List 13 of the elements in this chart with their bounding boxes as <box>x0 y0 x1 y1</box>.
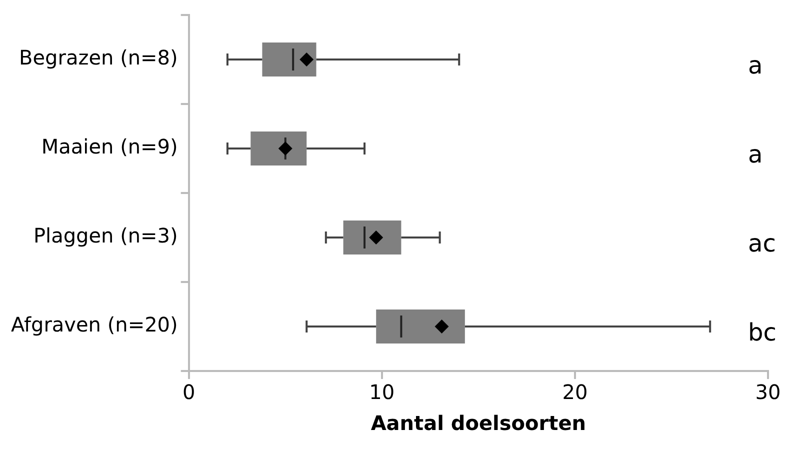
x-tick-label: 20 <box>562 380 588 404</box>
annotation: a <box>748 52 763 80</box>
y-tick-label: Afgraven (n=20) <box>10 312 178 337</box>
x-tick-label: 30 <box>755 380 781 404</box>
x-axis-title: Aantal doelsoorten <box>370 411 586 436</box>
x-tick-label: 10 <box>369 380 395 404</box>
y-tick-label: Maaien (n=9) <box>41 134 178 159</box>
y-tick-label: Begrazen (n=8) <box>19 46 178 70</box>
annotation: a <box>748 140 763 169</box>
y-tick-label: Plaggen (n=3) <box>33 224 178 248</box>
x-tick-label: 0 <box>182 380 196 404</box>
annotation: ac <box>748 230 776 258</box>
annotation: bc <box>748 318 776 347</box>
